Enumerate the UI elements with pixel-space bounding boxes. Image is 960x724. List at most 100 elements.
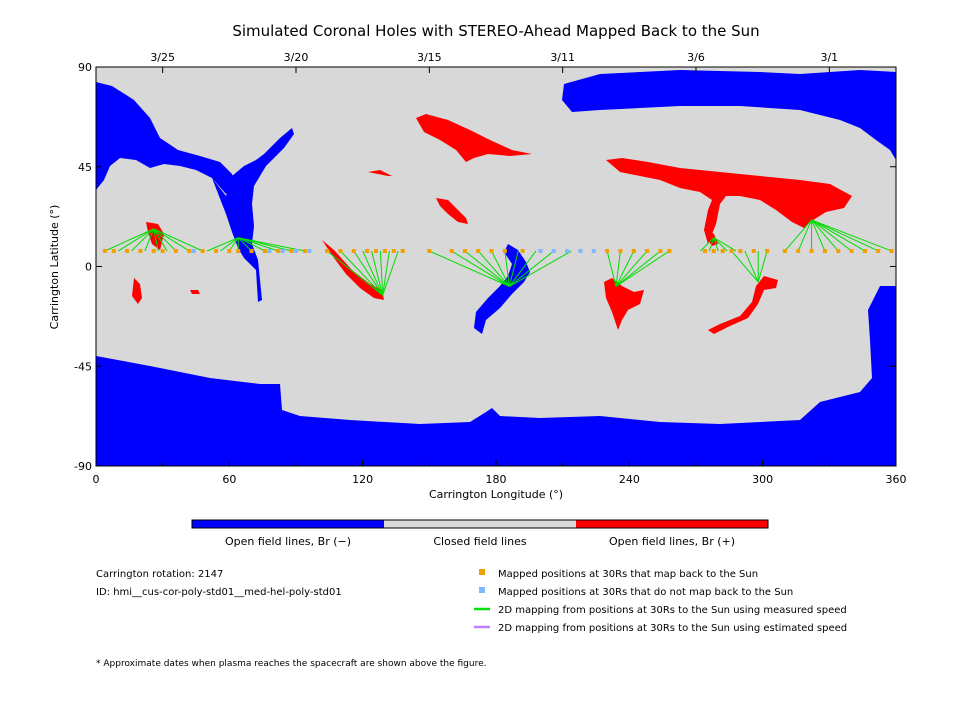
- mapped-position-marker: [702, 248, 707, 253]
- mapping-line: [153, 228, 168, 252]
- colorbar-gray: [384, 520, 576, 528]
- mapped-position-marker: [502, 248, 507, 253]
- mapped-position-marker: [667, 248, 672, 253]
- red-mid-north: [436, 198, 468, 224]
- mapped-position-marker: [462, 248, 467, 253]
- mapped-position-marker: [365, 248, 370, 253]
- mapped-position-marker: [645, 248, 650, 253]
- mapped-position-marker: [160, 248, 165, 253]
- mapped-position-marker: [236, 248, 241, 253]
- unmapped-position-marker: [280, 248, 285, 253]
- mapped-position-marker: [729, 248, 734, 253]
- date-axis: 3/25 3/20 3/15 3/11 3/6 3/1: [150, 51, 838, 73]
- south-east-hole: [874, 290, 896, 356]
- mapping-line: [811, 219, 892, 252]
- mapped-position-marker: [862, 248, 867, 253]
- unmapped-position-marker: [578, 248, 583, 253]
- date-tick-label: 3/1: [820, 51, 838, 64]
- red-north-center: [416, 114, 532, 162]
- x-tick-label: 180: [486, 473, 507, 486]
- mapped-position-marker: [400, 248, 405, 253]
- mapped-position-marker: [325, 248, 330, 253]
- mapping-line: [429, 250, 510, 287]
- colorbar-label-closed: Closed field lines: [433, 535, 527, 548]
- mapping-line: [237, 237, 252, 252]
- mapped-position-marker: [849, 248, 854, 253]
- mapped-position-marker: [200, 248, 205, 253]
- red-center-west: [322, 240, 384, 300]
- mapped-position-marker: [449, 248, 454, 253]
- colorbar-label-negative: Open field lines, Br (−): [225, 535, 351, 548]
- mapped-position-marker: [876, 248, 881, 253]
- mapped-position-marker: [262, 248, 267, 253]
- south-polar-hole: [96, 286, 896, 466]
- mapping-line: [477, 250, 510, 287]
- unmapped-position-marker: [294, 248, 298, 253]
- mapped-position-marker: [605, 248, 610, 253]
- unmapped-position-marker: [565, 248, 570, 253]
- equatorial-channel-hole: [212, 128, 294, 302]
- legend-marker-mapped: [479, 569, 485, 575]
- x-tick-label: 300: [752, 473, 773, 486]
- mapping-line: [464, 250, 510, 287]
- mapped-position-marker: [658, 248, 663, 253]
- mapping-line: [713, 237, 719, 252]
- mapped-position-marker: [227, 248, 232, 253]
- colorbar: Open field lines, Br (−) Closed field li…: [191, 519, 769, 548]
- mapping-line: [811, 219, 839, 252]
- mapping-line: [811, 219, 866, 252]
- mapped-position-marker: [391, 248, 396, 253]
- mapping-line: [153, 228, 177, 252]
- mapping-line: [504, 250, 510, 287]
- y-axis: 90 45 0 -45 -90: [74, 61, 896, 473]
- mapping-line: [708, 237, 715, 252]
- mapped-position-marker: [214, 248, 218, 253]
- y-tick-label: -45: [74, 360, 92, 373]
- red-east-streak: [708, 276, 778, 334]
- mapping-line: [153, 228, 203, 252]
- center-equatorial-hole: [474, 244, 530, 334]
- mapped-position-marker: [889, 248, 894, 253]
- mapped-position-marker: [302, 248, 307, 253]
- mapping-line: [153, 228, 159, 252]
- chart-title: Simulated Coronal Holes with STEREO-Ahea…: [232, 22, 759, 40]
- legend: Mapped positions at 30Rs that map back t…: [474, 569, 847, 634]
- mapping-line: [238, 237, 305, 252]
- mapped-position-marker: [720, 248, 725, 253]
- mapped-position-marker: [765, 248, 770, 253]
- mapping-line: [371, 250, 384, 296]
- north-west-hole: [96, 82, 236, 194]
- date-tick-label: 3/25: [150, 51, 175, 64]
- mapped-position-marker: [289, 248, 294, 253]
- mapped-position-marker: [618, 248, 623, 253]
- legend-label-mapped: Mapped positions at 30Rs that map back t…: [498, 569, 758, 580]
- date-tick-label: 3/15: [417, 51, 442, 64]
- mapped-position-marker: [111, 248, 116, 253]
- unmapped-markers: [191, 248, 596, 253]
- mapping-line: [615, 250, 661, 287]
- mapped-position-marker: [151, 248, 156, 253]
- legend-label-unmapped: Mapped positions at 30Rs that do not map…: [498, 587, 793, 598]
- mapping-line: [238, 237, 279, 252]
- red-north-east: [606, 158, 852, 244]
- y-tick-label: 0: [85, 261, 92, 274]
- mapping-line: [340, 250, 384, 296]
- mapping-line: [713, 237, 737, 252]
- legend-marker-unmapped: [479, 587, 485, 593]
- mapping-line: [508, 250, 537, 287]
- date-tick-label: 3/20: [284, 51, 309, 64]
- y-tick-label: 45: [78, 161, 92, 174]
- mapping-line: [757, 250, 768, 283]
- mapping-line: [508, 250, 519, 287]
- mapping-line: [700, 237, 715, 252]
- footnote: * Approximate dates when plasma reaches …: [96, 659, 487, 669]
- unmapped-position-marker: [267, 248, 272, 253]
- mapping-line: [615, 250, 635, 287]
- mapping-line: [206, 237, 239, 252]
- mapping-line: [144, 228, 155, 252]
- mapping-line: [326, 250, 383, 296]
- mapping-line: [362, 250, 384, 296]
- north-east-hole: [562, 70, 896, 160]
- mapping-line: [606, 250, 617, 287]
